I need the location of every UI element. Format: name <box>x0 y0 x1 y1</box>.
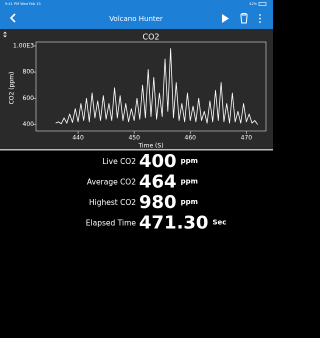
x-axis-label: Time (S) <box>137 143 163 150</box>
y-tick-label: 1.00E3 <box>13 42 34 49</box>
stat-value: 400 <box>139 151 177 172</box>
stat-value: 980 <box>139 192 177 213</box>
menu-button[interactable] <box>259 14 261 23</box>
x-tick-label: 440 <box>72 135 84 142</box>
divider <box>0 149 273 151</box>
y-tick-label: 400 <box>23 121 35 128</box>
menu-dot <box>259 14 261 16</box>
y-axis-label: CO2 (ppm) <box>9 72 16 105</box>
stat-label: Highest CO2 <box>89 198 136 207</box>
x-tick-label: 450 <box>128 135 140 142</box>
screen: 9:41 PM Wed Feb 15 42% Volcano Hunter CO… <box>0 0 273 338</box>
menu-dot <box>259 21 261 23</box>
x-tick-label: 470 <box>241 135 253 142</box>
chart-title: CO2 <box>143 33 160 42</box>
stat-unit: ppm <box>181 157 198 165</box>
stat-label: Elapsed Time <box>86 219 137 228</box>
page: 9:41 PM Wed Feb 15 42% Volcano Hunter CO… <box>0 0 320 338</box>
status-battery: 42% <box>249 2 257 6</box>
status-time: 9:41 PM Wed Feb 15 <box>5 2 41 6</box>
y-tick-label: 600 <box>23 95 35 102</box>
stat-label: Average CO2 <box>87 178 136 187</box>
stat-unit: ppm <box>181 178 198 186</box>
stat-value: 471.30 <box>139 213 208 234</box>
app-title: Volcano Hunter <box>109 15 163 23</box>
stat-label: Live CO2 <box>102 157 136 166</box>
x-tick-label: 460 <box>185 135 197 142</box>
menu-dot <box>259 18 261 20</box>
stat-unit: Sec <box>212 219 226 227</box>
stat-unit: ppm <box>181 198 198 206</box>
y-tick-label: 800 <box>23 69 35 76</box>
stat-value: 464 <box>139 172 177 193</box>
